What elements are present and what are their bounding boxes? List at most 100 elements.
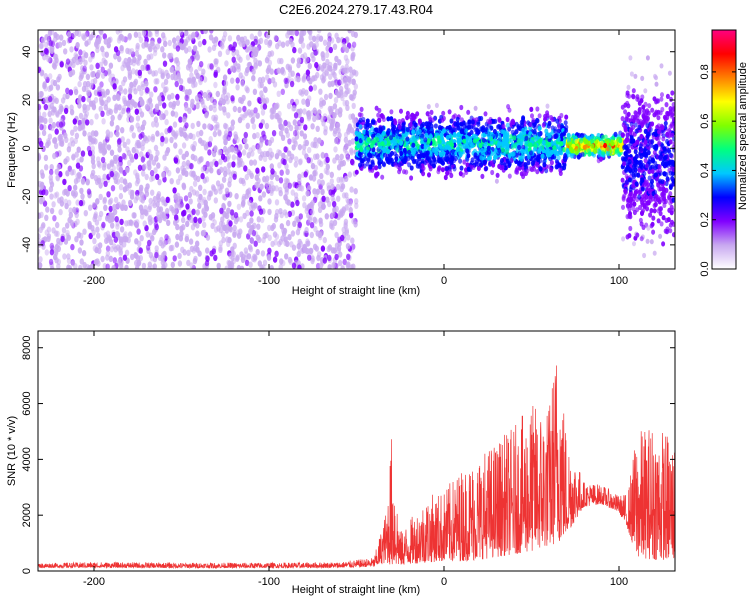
heatmap-cell [280, 68, 285, 75]
heatmap-cell [307, 254, 312, 261]
heatmap-cell [62, 48, 68, 55]
heatmap-cell [359, 112, 364, 118]
heatmap-cell [106, 42, 111, 49]
heatmap-cell [84, 85, 89, 93]
heatmap-cell [144, 186, 149, 193]
heatmap-cell [312, 243, 318, 250]
heatmap-cell [69, 58, 74, 66]
heatmap-cell [217, 149, 223, 156]
heatmap-cell [320, 65, 325, 72]
heatmap-cell [39, 70, 44, 77]
heatmap-cell [287, 256, 293, 264]
heatmap-cell [238, 72, 243, 79]
heatmap-cell [639, 133, 644, 140]
heatmap-cell [71, 154, 76, 161]
heatmap-cell [178, 30, 184, 36]
heatmap-cell [278, 263, 283, 269]
heatmap-cell [529, 106, 534, 112]
heatmap-cell [366, 137, 371, 143]
heatmap-cell [459, 104, 464, 111]
heatmap-cell [349, 149, 354, 156]
heatmap-cell [144, 103, 150, 111]
heatmap-cell [217, 130, 222, 137]
heatmap-cell [259, 183, 264, 190]
heatmap-cell [220, 221, 226, 229]
heatmap-cell [103, 180, 108, 187]
heatmap-cell [332, 247, 337, 254]
heatmap-cell [399, 140, 403, 146]
heatmap-cell [442, 128, 446, 134]
heatmap-cell [257, 260, 262, 267]
heatmap-cell [257, 60, 263, 67]
heatmap-cell [371, 161, 376, 167]
heatmap-cell [197, 93, 202, 101]
heatmap-cell [329, 171, 334, 178]
heatmap-cell [346, 253, 351, 260]
heatmap-cell [256, 223, 261, 230]
heatmap-cell [61, 227, 67, 234]
heatmap-cell [140, 197, 145, 204]
heatmap-cell [131, 146, 136, 154]
heatmap-cell [156, 193, 161, 200]
heatmap-cell [274, 250, 279, 257]
heatmap-cell [351, 102, 356, 110]
heatmap-cell [104, 51, 110, 58]
heatmap-cell [215, 121, 220, 129]
chart-title: C2E6.2024.279.17.43.R04 [279, 2, 433, 17]
heatmap-cell [317, 30, 322, 34]
heatmap-cell [271, 130, 277, 137]
heatmap-cell [139, 235, 144, 242]
heatmap-cell [349, 71, 354, 79]
heatmap-cell [377, 107, 382, 114]
heatmap-cell [172, 121, 178, 128]
heatmap-cell [152, 195, 158, 203]
heatmap-cell [459, 165, 464, 171]
heatmap-cell [38, 110, 42, 118]
heatmap-cell [287, 182, 292, 189]
heatmap-cell [433, 123, 438, 129]
heatmap-cell [219, 207, 224, 214]
heatmap-cell [628, 55, 633, 61]
heatmap-cell [223, 80, 229, 87]
heatmap-cell [155, 130, 160, 137]
heatmap-cell [476, 165, 481, 171]
heatmap-cell [127, 93, 133, 101]
heatmap-cell [161, 171, 166, 178]
heatmap-cell [142, 220, 147, 227]
heatmap-cell [190, 224, 196, 231]
heatmap-cell [506, 104, 511, 110]
heatmap-cell [437, 124, 442, 130]
heatmap-cell [444, 166, 449, 172]
heatmap-cell [359, 106, 364, 112]
heatmap-cell [462, 138, 467, 144]
heatmap-cell [306, 157, 311, 164]
heatmap-cell [153, 70, 159, 77]
heatmap-cell [394, 153, 399, 159]
heatmap-cell [313, 137, 318, 144]
heatmap-cell [311, 55, 316, 63]
heatmap-cell [93, 97, 99, 104]
heatmap-cell [100, 72, 106, 79]
heatmap-cell [291, 262, 297, 269]
heatmap-cell [63, 158, 68, 165]
heatmap-cell [154, 245, 159, 252]
heatmap-cell [43, 73, 48, 80]
heatmap-cell [461, 172, 466, 178]
heatmap-cell [161, 32, 166, 39]
heatmap-cell [184, 47, 189, 54]
heatmap-cell [150, 189, 155, 196]
heatmap-cell [451, 114, 456, 120]
heatmap-cell [102, 33, 108, 40]
heatmap-cell [48, 39, 53, 47]
heatmap-cell [313, 225, 318, 233]
heatmap-cell [96, 160, 101, 168]
heatmap-cell [125, 184, 130, 192]
heatmap-cell [322, 236, 327, 244]
heatmap-cell [60, 235, 65, 243]
heatmap-cell [73, 137, 79, 144]
heatmap-cell [177, 252, 182, 260]
heatmap-cell [332, 219, 338, 226]
heatmap-cell [389, 109, 394, 115]
heatmap-cell [228, 220, 233, 227]
heatmap-cell [251, 52, 256, 59]
